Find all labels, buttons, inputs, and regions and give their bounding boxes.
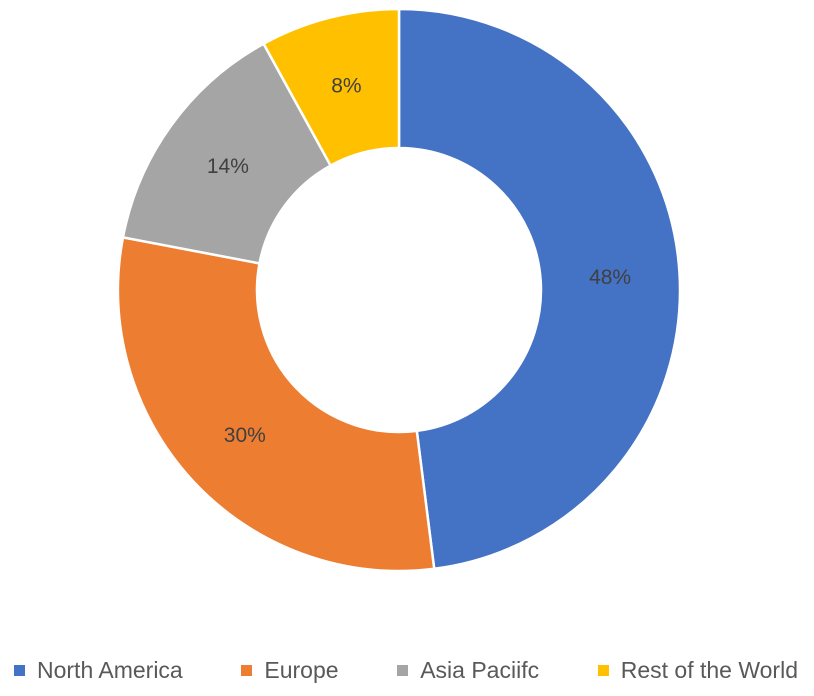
legend-swatch-rest-of-world — [597, 664, 609, 676]
legend-item-north-america: North America — [14, 656, 183, 683]
legend-label: North America — [37, 656, 183, 683]
slice-label-asia-pacific: 14% — [207, 155, 249, 178]
donut-chart: 48% 30% 14% 8% — [116, 7, 682, 573]
donut-slice-asia-paciifc — [121, 42, 332, 265]
legend-label: Rest of the World — [620, 656, 798, 683]
donut-slice-rest-of-the-world — [262, 7, 401, 167]
legend-item-europe: Europe — [241, 656, 339, 683]
slice-label-north-america: 48% — [589, 266, 631, 289]
donut-slice-europe — [116, 236, 436, 573]
legend-item-rest-of-world: Rest of the World — [597, 656, 798, 683]
donut-slices — [116, 7, 682, 573]
donut-data-labels: 48% 30% 14% 8% — [207, 74, 631, 447]
slice-label-rest-of-world: 8% — [331, 74, 361, 97]
legend-label: Europe — [264, 656, 339, 683]
chart-legend: North America Europe Asia Paciifc Rest o… — [14, 650, 798, 690]
legend-label: Asia Paciifc — [420, 656, 540, 683]
donut-slice-north-america — [397, 7, 682, 571]
legend-item-asia-pacific: Asia Paciifc — [397, 656, 540, 683]
slice-label-europe: 30% — [224, 424, 266, 447]
legend-swatch-north-america — [14, 664, 25, 676]
legend-swatch-asia-pacific — [397, 664, 409, 676]
legend-swatch-europe — [241, 664, 253, 676]
